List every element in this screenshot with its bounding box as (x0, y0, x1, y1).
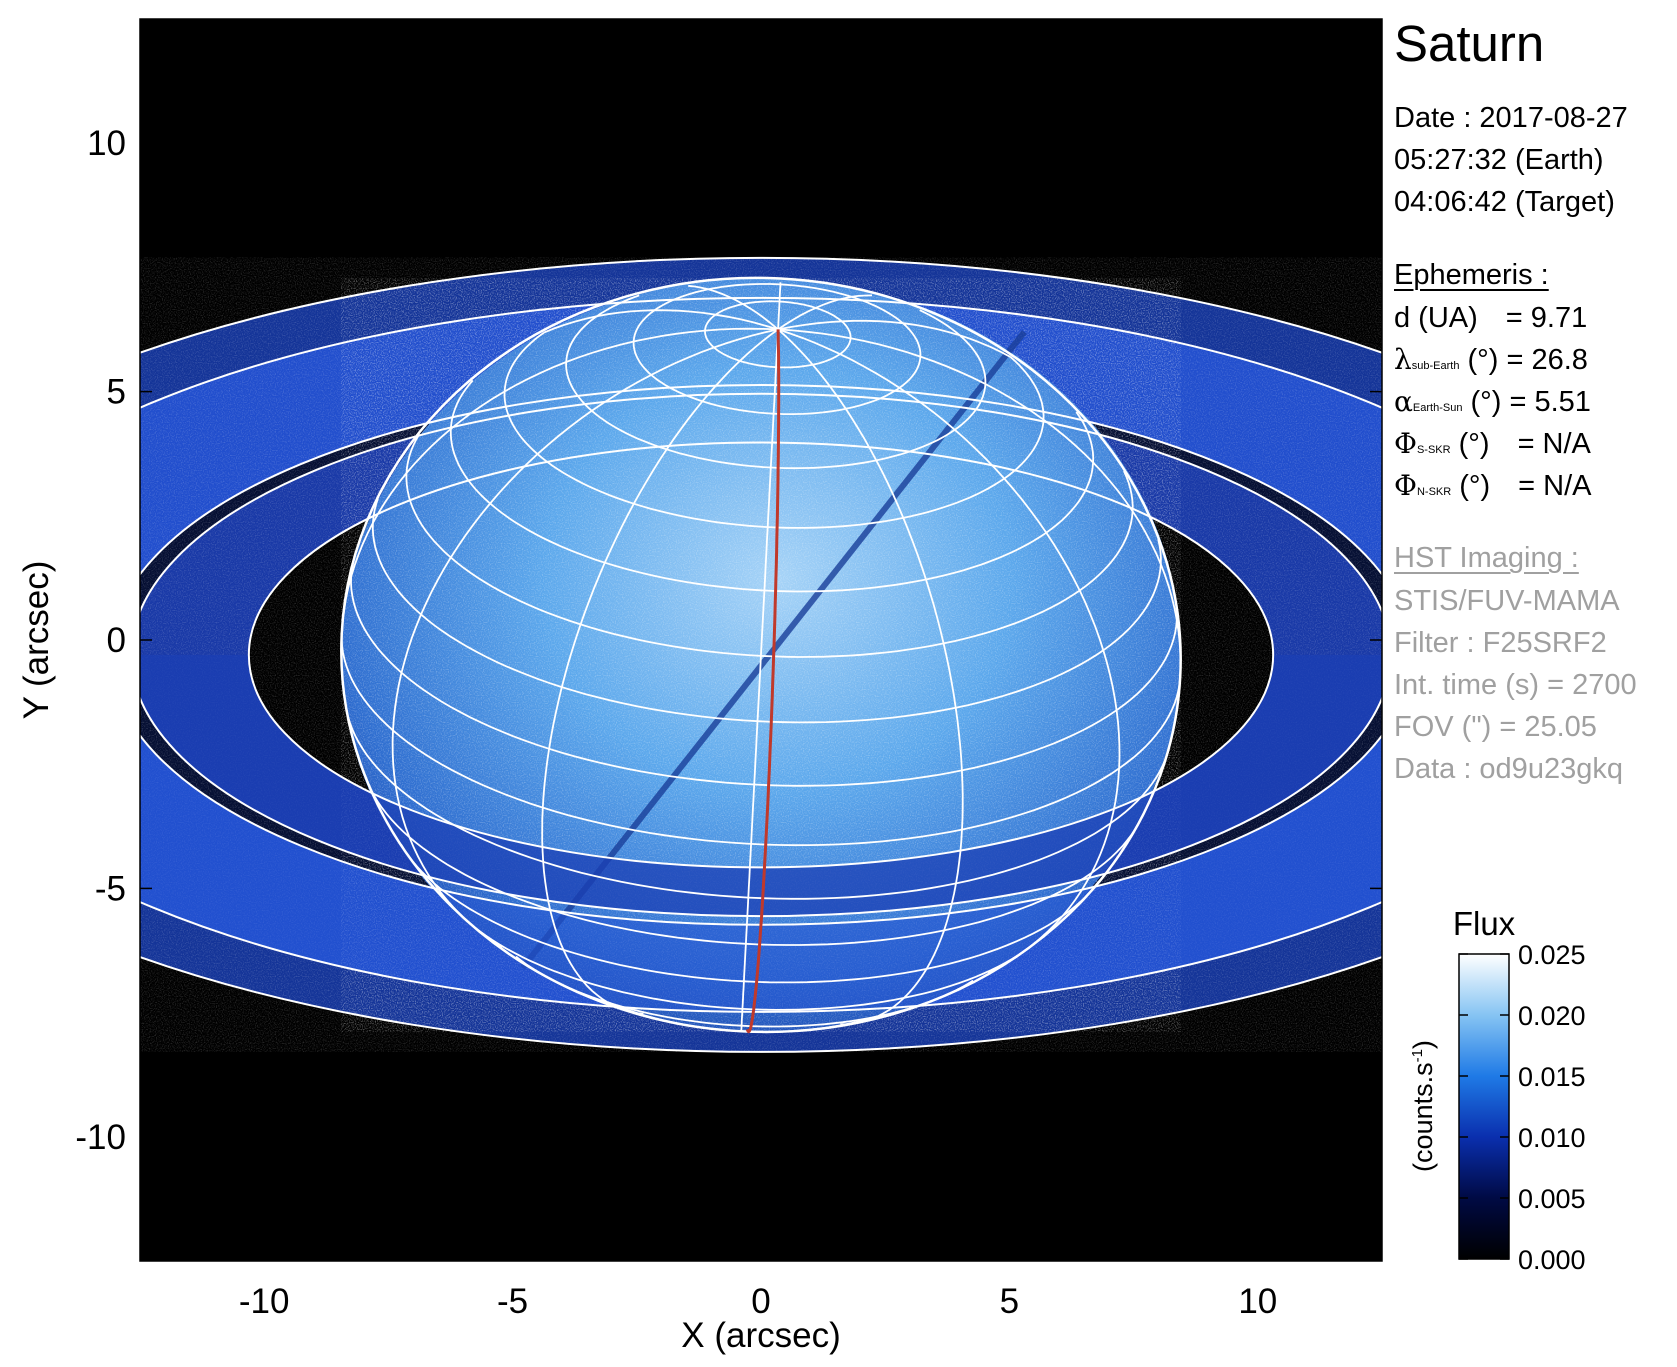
central-meridian-line (745, 329, 781, 1034)
imaging-filter: Filter : F25SRF2 (1394, 627, 1607, 659)
ring-outline (247, 441, 1275, 869)
colorbar-tick-label: 0.000 (1518, 1245, 1586, 1275)
imaging-int-time: Int. time (s) = 2700 (1394, 669, 1637, 701)
y-axis-label: Y (arcsec) (17, 561, 56, 720)
colorbar-unit-label: (counts.s-1) (1408, 1040, 1438, 1172)
y-axis-ticks: -10 -5 0 5 10 (75, 124, 1382, 1157)
y-tick-label: 5 (107, 373, 126, 412)
ring-front-overlay (140, 654, 1382, 1012)
longitude-line (740, 329, 779, 1032)
longitude-line (777, 319, 1012, 358)
ephemeris-row-sub-earth: λsub-Earth (°) = 26.8 (1394, 339, 1588, 387)
colorbar: Flux 0.000 0.005 0.010 0.015 0.020 0.025 (cou… (1408, 905, 1586, 1275)
longitude-line (778, 328, 1182, 677)
colorbar-ticks: 0.000 0.005 0.010 0.015 0.020 0.025 (1459, 940, 1586, 1275)
ephemeris-value: = 5.51 (1509, 386, 1591, 418)
y-tick-label: 10 (87, 124, 126, 163)
longitude-line (777, 328, 1121, 974)
ephemeris-heading: Ephemeris : (1394, 259, 1549, 291)
imaging-data-id: Data : od9u23gkq (1394, 753, 1623, 785)
target-time-line: 04:06:42 (Target) (1394, 186, 1615, 218)
ephemeris-value: = N/A (1518, 470, 1592, 502)
ephemeris-value: = 26.8 (1506, 344, 1588, 376)
colorbar-tick-label: 0.020 (1518, 1001, 1586, 1031)
ephemeris-unit: (°) (1459, 344, 1499, 376)
date-line: Date : 2017-08-27 (1394, 102, 1628, 134)
ephemeris-subscript: sub-Earth (1411, 360, 1460, 372)
colorbar-tick-label: 0.025 (1518, 940, 1586, 970)
y-tick-label: 0 (107, 621, 126, 660)
ephemeris-symbol: d (UA) (1394, 302, 1478, 334)
imaging-fov: FOV (") = 25.05 (1394, 711, 1597, 743)
colorbar-gradient (1458, 953, 1510, 1260)
ephemeris-row-distance: d (UA) = 9.71 (1394, 297, 1587, 339)
ephemeris-unit: (°) (1451, 470, 1491, 502)
y-tick-label: -5 (95, 869, 126, 908)
ephemeris-row-s-skr: ΦS-SKR (°) = N/A (1394, 423, 1591, 471)
ring-outline (140, 256, 1382, 1053)
ephemeris-unit: (°) (1462, 386, 1502, 418)
y-tick-label: -10 (75, 1118, 126, 1157)
phi-symbol: Φ (1394, 469, 1417, 502)
x-tick-label: 10 (1238, 1282, 1277, 1321)
planet-title: Saturn (1394, 15, 1545, 72)
longitude-line (341, 327, 779, 622)
ephemeris-value: = 9.71 (1505, 302, 1588, 334)
longitude-line (777, 328, 964, 1026)
ephemeris-subscript: S-SKR (1416, 444, 1451, 456)
ephemeris-value: = N/A (1517, 428, 1591, 460)
x-tick-label: -5 (497, 1282, 528, 1321)
colorbar-tick-label: 0.010 (1518, 1123, 1586, 1153)
longitude-line (688, 284, 779, 331)
colorbar-tick-label: 0.005 (1518, 1184, 1586, 1214)
latitude-longitude-grid (340, 276, 1182, 1034)
longitude-line (543, 309, 779, 334)
colorbar-tick-label: 0.015 (1518, 1062, 1586, 1092)
longitude-line (541, 328, 779, 1015)
alpha-symbol: α (1394, 385, 1413, 418)
ephemeris-row-earth-sun: αEarth-Sun (°) = 5.51 (1394, 381, 1591, 429)
x-tick-label: 5 (1000, 1282, 1019, 1321)
imaging-heading: HST Imaging : (1394, 542, 1579, 574)
longitude-line (777, 282, 782, 330)
x-axis-label: X (arcsec) (681, 1316, 840, 1355)
ephemeris-subscript: Earth-Sun (1412, 402, 1463, 414)
x-axis-ticks: -10 -5 0 5 10 (239, 19, 1277, 1321)
plot-area: -10 -5 0 5 10 -10 -5 0 5 10 X (arcsec) Y (arcsec… (17, 18, 1383, 1355)
ring-front-band (140, 654, 1382, 917)
ephemeris-unit: (°) (1450, 428, 1490, 460)
longitude-line (777, 294, 873, 331)
ring-outline (140, 297, 1382, 1013)
x-tick-label: 0 (751, 1282, 770, 1321)
ephemeris-subscript: N-SKR (1416, 486, 1452, 498)
ring-front-band (140, 735, 1382, 1012)
earth-time-line: 05:27:32 (Earth) (1394, 144, 1604, 176)
ephemeris-row-n-skr: ΦN-SKR (°) = N/A (1394, 465, 1592, 513)
lambda-symbol: λ (1394, 343, 1412, 376)
longitude-line (391, 328, 779, 949)
phi-symbol: Φ (1394, 427, 1417, 460)
x-tick-label: -10 (239, 1282, 290, 1321)
imaging-instrument: STIS/FUV-MAMA (1394, 585, 1620, 617)
colorbar-title: Flux (1453, 905, 1516, 942)
